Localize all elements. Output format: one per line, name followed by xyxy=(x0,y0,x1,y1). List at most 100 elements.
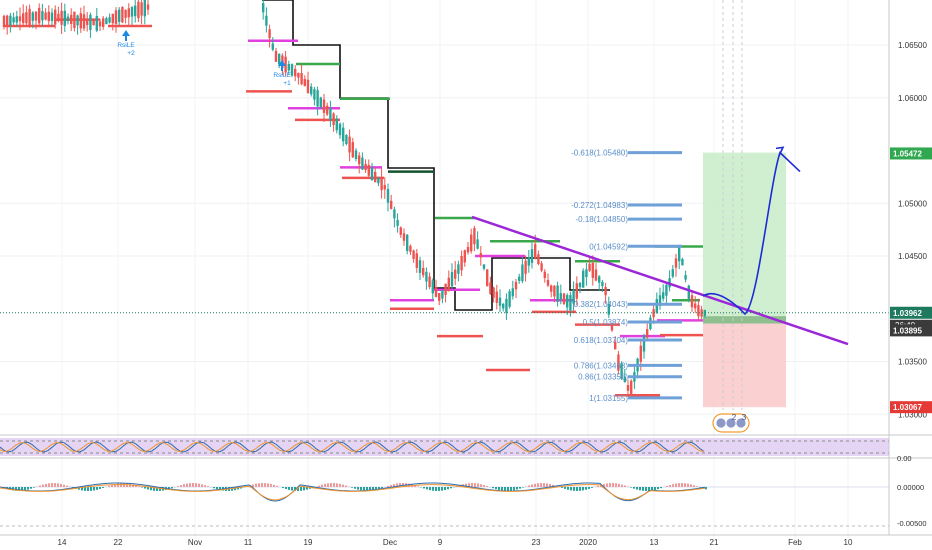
candle-body xyxy=(25,12,28,24)
macd-hist-bar xyxy=(90,487,92,491)
macd-hist-bar xyxy=(705,487,707,490)
macd-hist-bar xyxy=(498,487,500,490)
candle-body xyxy=(422,267,425,276)
macd-hist-bar xyxy=(648,487,650,491)
macd-hist-bar xyxy=(681,483,683,487)
candle-body xyxy=(111,13,114,24)
candle-body xyxy=(505,298,508,313)
candle-body xyxy=(313,89,316,100)
candle-body xyxy=(489,282,492,294)
macd-hist-bar xyxy=(633,487,635,489)
macd-hist-bar xyxy=(522,487,524,488)
candle-body xyxy=(342,127,345,142)
candle-body xyxy=(518,276,521,281)
candle-body xyxy=(402,233,406,241)
macd-hist-bar xyxy=(432,487,434,491)
macd-hist-bar xyxy=(114,484,116,487)
macd-hist-bar xyxy=(504,487,506,491)
macd-hist-bar xyxy=(549,483,551,487)
candle-body xyxy=(89,14,92,30)
candle-body xyxy=(290,64,294,76)
macd-hist-bar xyxy=(390,484,392,487)
macd-hist-bar xyxy=(138,486,140,487)
candle-body xyxy=(380,177,383,191)
candle-body xyxy=(130,7,134,17)
macd-hist-bar xyxy=(372,487,374,491)
macd-hist-bar xyxy=(234,487,236,491)
macd-hist-bar xyxy=(471,483,473,487)
candle-body xyxy=(604,286,607,296)
candle-body xyxy=(658,295,662,306)
macd-hist-bar xyxy=(273,484,275,487)
candle-body xyxy=(556,285,559,302)
macd-hist-bar xyxy=(519,487,521,489)
candle-body xyxy=(284,56,287,73)
candle-body xyxy=(614,341,617,350)
candle-body xyxy=(492,287,495,298)
macd-hist-bar xyxy=(144,487,146,489)
macd-hist-bar xyxy=(429,487,431,491)
fib-label: 0.618(1.03704) xyxy=(574,336,629,345)
fib-label: 0.86(1.03356) xyxy=(578,373,628,382)
candle-body xyxy=(610,324,614,331)
candle-body xyxy=(22,13,25,24)
candle-body xyxy=(73,11,76,29)
candle-body xyxy=(652,309,655,318)
macd-hist-bar xyxy=(687,483,689,487)
candle-body xyxy=(498,297,502,306)
macd-hist-bar xyxy=(636,487,638,490)
macd-hist-bar xyxy=(408,483,410,487)
macd-hist-bar xyxy=(27,487,29,490)
time-tick-label: 23 xyxy=(532,538,541,547)
macd-hist-bar xyxy=(480,484,482,487)
candle-body xyxy=(502,304,505,309)
candle-body xyxy=(527,257,530,266)
macd-hist-bar xyxy=(669,485,671,487)
candle-body xyxy=(18,16,22,22)
candle-body xyxy=(9,15,12,26)
candle-body xyxy=(102,18,105,27)
candle-body xyxy=(63,10,66,26)
candle-body xyxy=(655,299,658,313)
macd-hist-bar xyxy=(183,484,185,487)
candle-body xyxy=(28,8,31,26)
macd-hist-bar xyxy=(255,483,257,487)
candle-body xyxy=(34,11,38,21)
time-tick-label: 19 xyxy=(304,538,313,547)
macd-hist-bar xyxy=(108,485,110,487)
fib-label: 0.5(1.03874) xyxy=(583,318,629,327)
fib-label: 0.786(1.03463) xyxy=(574,361,629,370)
candle-body xyxy=(406,234,409,251)
macd-hist-bar xyxy=(513,487,515,491)
candle-body xyxy=(82,14,86,29)
macd-hist-bar xyxy=(150,487,152,491)
candle-body xyxy=(108,17,111,23)
signal-arrow-icon xyxy=(278,60,286,71)
candle-body xyxy=(370,167,374,181)
macd-hist-bar xyxy=(327,483,329,487)
macd-hist-bar xyxy=(99,487,101,489)
candle-body xyxy=(585,269,588,278)
macd-hist-bar xyxy=(318,485,320,487)
candle-body xyxy=(31,12,34,21)
macd-hist-bar xyxy=(666,486,668,487)
macd-hist-bar xyxy=(423,487,425,489)
candle-body xyxy=(428,276,431,287)
macd-hist-bar xyxy=(51,483,53,487)
macd-axis-label: -0.00500 xyxy=(897,519,927,528)
candle-body xyxy=(457,264,460,274)
price-tick-label: 1.06500 xyxy=(898,41,927,50)
macd-hist-bar xyxy=(84,487,86,491)
candle-body xyxy=(486,269,489,287)
macd-hist-bar xyxy=(693,485,695,487)
macd-hist-bar xyxy=(102,487,104,488)
candle-body xyxy=(265,15,268,26)
candle-body xyxy=(66,16,70,22)
candle-body xyxy=(146,4,150,10)
fib-label: 1(1.03155) xyxy=(589,394,628,403)
price-tick-label: 1.06000 xyxy=(898,94,927,103)
candle-body xyxy=(12,17,15,23)
macd-hist-bar xyxy=(696,486,698,487)
candle-body xyxy=(559,293,562,300)
